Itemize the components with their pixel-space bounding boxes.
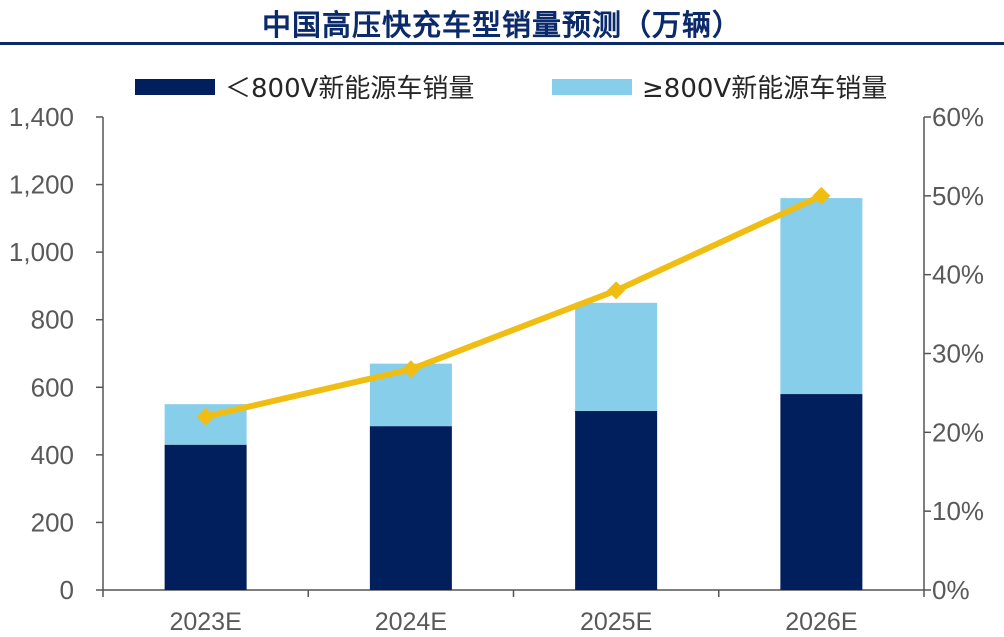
x-tick-label: 2025E [580,608,652,636]
legend-item-below-800v: ＜800V新能源车销量 [135,68,474,105]
legend-swatch-above-800v [552,78,632,95]
bar-above-800v [780,198,863,395]
bar-below-800v [780,394,863,590]
bar-below-800v [369,426,452,590]
bar-below-800v [575,410,658,590]
y-tick-label-right: 40% [932,260,984,290]
y-tick-label-right: 30% [932,339,984,369]
legend-swatch-below-800v [135,78,215,95]
y-tick-label-left: 600 [31,372,74,402]
y-tick-label-left: 400 [31,440,74,470]
chart-title: 中国高压快充车型销量预测（万辆） [261,8,742,42]
y-tick-label-left: 800 [31,305,74,335]
y-tick-label-left: 200 [31,507,74,537]
bar-above-800v [575,302,658,411]
y-tick-label-right: 50% [932,181,984,211]
y-tick-label-left: 1,400 [9,102,74,132]
y-tick-label-left: 0 [60,575,74,605]
y-tick-label-left: 1,000 [9,237,74,267]
line-point-marker [812,186,831,205]
y-tick-label-right: 10% [932,496,984,526]
bar-below-800v [164,444,247,590]
line-series [202,192,825,420]
title-underline [0,42,1004,45]
line-point-marker [196,407,215,426]
y-tick-label-right: 20% [932,417,984,447]
legend-item-above-800v: ≥800V新能源车销量 [552,68,887,105]
x-tick-label: 2024E [375,608,447,636]
legend-label-below-800v: ＜800V新能源车销量 [225,74,475,104]
legend-label-above-800v: ≥800V新能源车销量 [642,74,888,104]
x-tick-label: 2023E [169,608,241,636]
line-point-marker [401,360,420,379]
y-tick-label-right: 0% [932,575,970,605]
legend: ＜800V新能源车销量 ≥800V新能源车销量 [0,68,1004,105]
x-tick-label: 2026E [785,608,857,636]
y-tick-label-right: 60% [932,102,984,132]
y-tick-label-left: 1,200 [9,170,74,200]
line-point-marker [607,281,626,300]
